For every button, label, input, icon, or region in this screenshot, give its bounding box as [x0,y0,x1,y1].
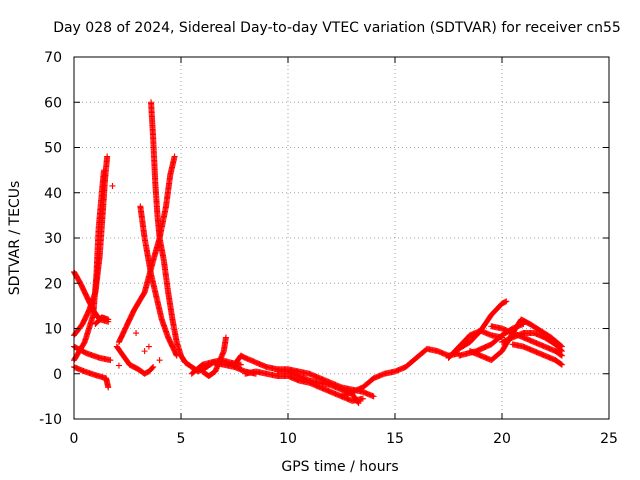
y-tick-label: 50 [44,141,62,157]
x-tick-label: 5 [177,431,186,447]
data-point [105,384,112,391]
data-point [115,362,122,369]
data-point [145,343,152,350]
axis-ticks [73,56,610,420]
y-tick-label: 0 [53,367,62,383]
data-point [109,182,116,189]
x-axis-label: GPS time / hours [281,459,398,475]
data-point [355,400,362,407]
grid [74,57,609,419]
data-point [503,298,510,305]
y-tick-label: 20 [44,276,62,292]
data-point [133,330,140,337]
x-tick-label: 10 [279,431,297,447]
data-point [558,361,565,368]
data-point [370,393,377,400]
data-point [100,167,107,174]
chart-title: Day 028 of 2024, Sidereal Day-to-day VTE… [53,20,621,36]
data-point [502,298,509,305]
data-point [558,348,565,355]
y-axis-label: SDTVAR / TECUs [7,181,23,296]
x-tick-label: 0 [70,431,79,447]
data-points [71,99,565,407]
x-tick-label: 15 [386,431,404,447]
data-point [105,316,112,323]
data-point [107,357,114,364]
data-point [558,361,565,368]
data-point [150,363,157,370]
y-tick-label: 10 [44,322,62,338]
x-tick-labels: 0 5 10 15 20 25 [70,431,618,447]
y-tick-label: -10 [39,412,62,428]
data-point [141,348,148,355]
data-point [237,361,244,368]
data-point [359,395,366,402]
data-point [149,364,156,371]
y-tick-label: 60 [44,95,62,111]
y-tick-label: 70 [44,50,62,66]
data-point [222,334,229,341]
data-point [558,347,565,354]
y-tick-label: 30 [44,231,62,247]
data-point [354,399,361,406]
x-tick-label: 20 [493,431,511,447]
data-point [171,153,178,160]
x-tick-label: 25 [600,431,618,447]
data-point [104,153,111,160]
y-tick-label: 40 [44,186,62,202]
y-tick-labels: -10 0 10 20 30 40 50 60 70 [39,50,62,428]
data-point [156,357,163,364]
